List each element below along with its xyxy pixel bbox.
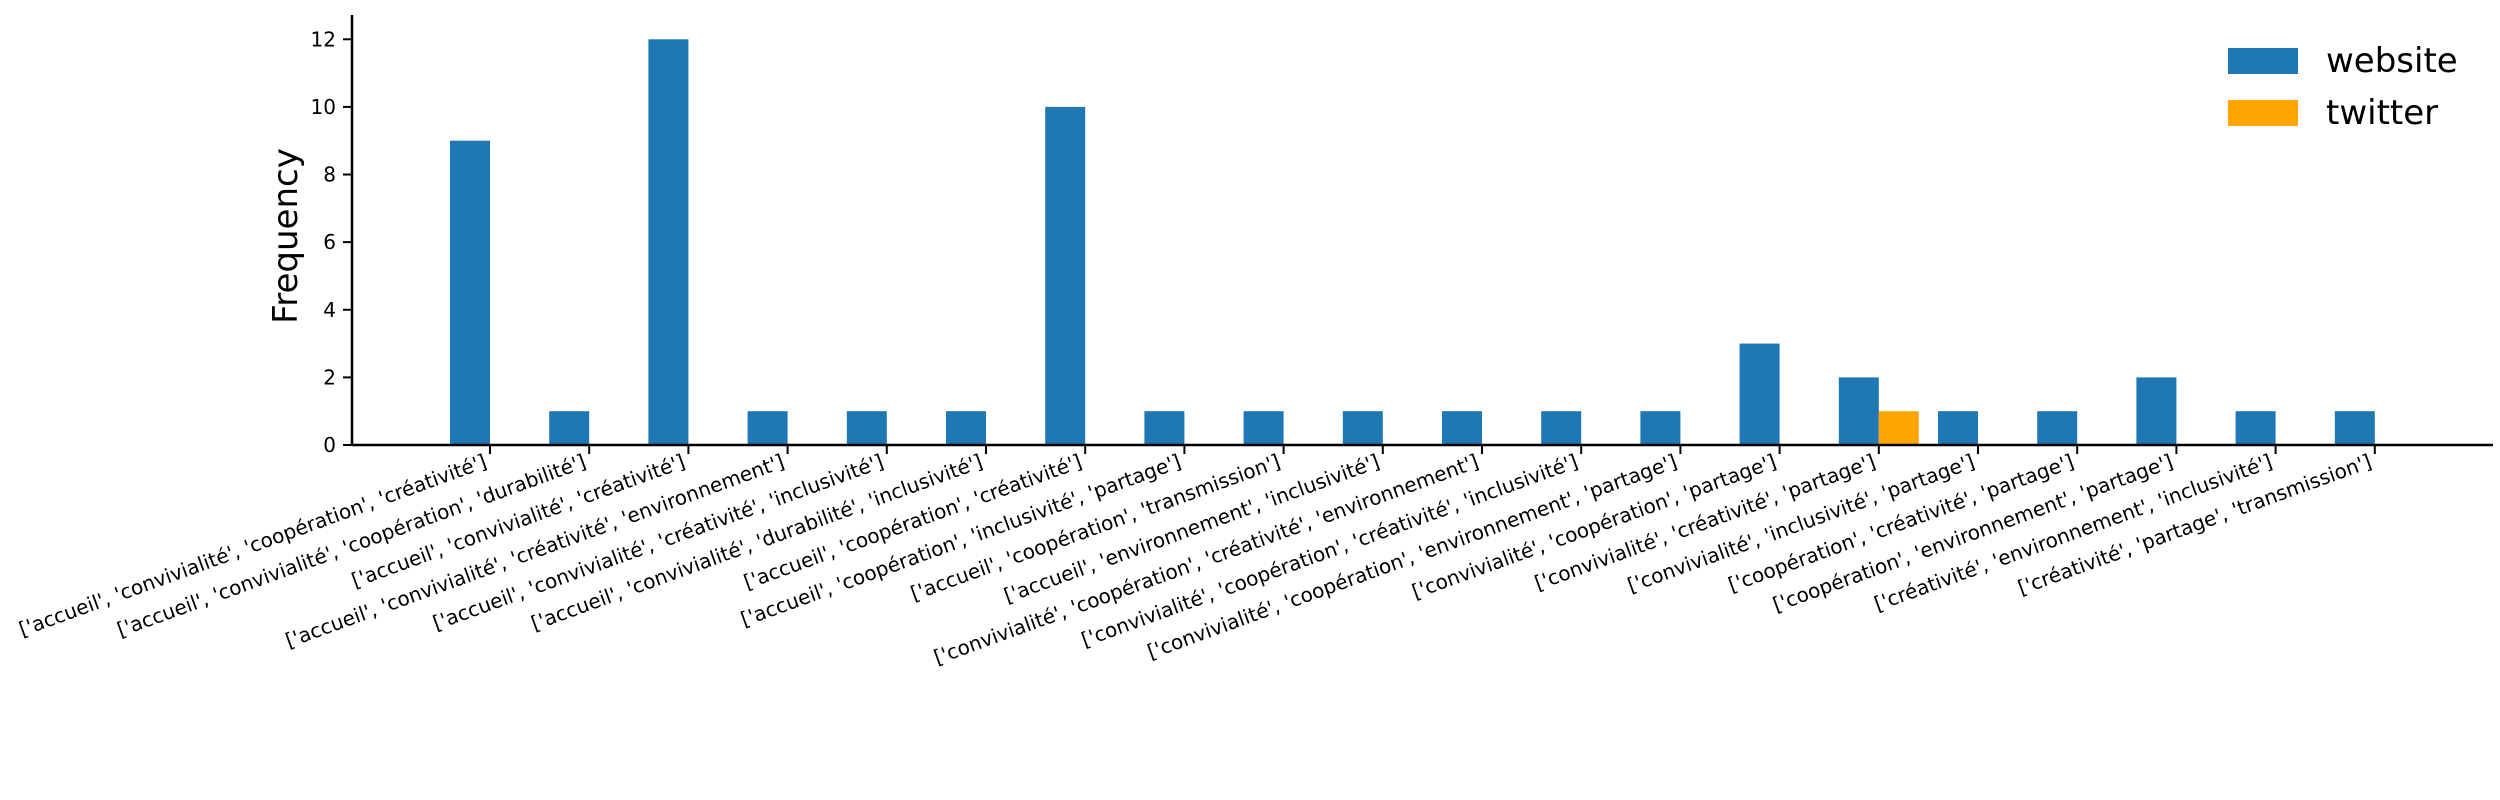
bar-website-14 (1838, 377, 1879, 445)
bar-website-15 (1938, 411, 1978, 445)
y-tick-label-0: 0 (323, 433, 336, 457)
bar-website-11 (1541, 411, 1582, 445)
y-tick-label-2: 2 (323, 365, 336, 389)
bar-website-2 (648, 39, 689, 446)
bar-website-6 (1045, 106, 1086, 446)
bar-website-3 (747, 411, 788, 445)
y-axis: 0 2 4 6 8 10 12 (311, 15, 354, 457)
bar-website-19 (2334, 411, 2375, 445)
y-tick-label-10: 10 (311, 95, 336, 119)
legend-label-website: website (2326, 41, 2458, 81)
legend: website twitter (2228, 41, 2458, 133)
bar-website-10 (1442, 411, 1482, 445)
y-tick-label-12: 12 (311, 27, 336, 51)
bar-website-0 (450, 140, 490, 445)
bar-website-18 (2235, 411, 2276, 445)
bar-website-5 (946, 411, 986, 445)
bar-website-1 (549, 411, 590, 445)
bars (450, 39, 2375, 446)
x-axis: ['accueil', 'convivialité', 'coopération… (16, 443, 2493, 669)
legend-swatch-website (2228, 48, 2298, 74)
bar-website-8 (1243, 411, 1284, 445)
y-axis-label: Frequency (266, 148, 306, 324)
bar-website-13 (1739, 343, 1780, 445)
bar-website-12 (1640, 411, 1681, 445)
bar-website-16 (2037, 411, 2078, 445)
y-tick-label-6: 6 (323, 230, 336, 254)
y-tick-label-4: 4 (323, 298, 336, 322)
bar-website-17 (2136, 377, 2177, 445)
bar-website-9 (1342, 411, 1383, 445)
legend-swatch-twitter (2228, 100, 2298, 126)
legend-label-twitter: twitter (2326, 93, 2438, 133)
bar-website-7 (1144, 411, 1185, 445)
y-tick-label-8: 8 (323, 163, 336, 187)
bar-website-4 (846, 411, 887, 445)
bar-twitter-14 (1878, 411, 1919, 445)
